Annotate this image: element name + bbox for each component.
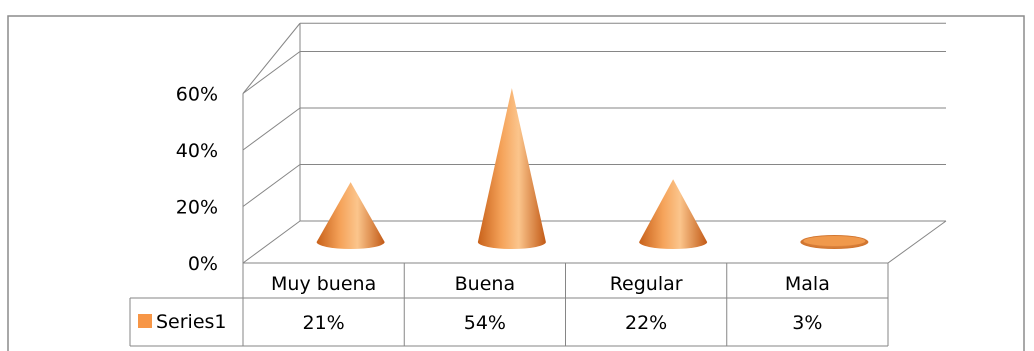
cone-mala bbox=[800, 235, 869, 249]
side-wall-line bbox=[242, 51, 301, 94]
cone-body bbox=[316, 182, 385, 250]
cone-muy-buena bbox=[316, 182, 385, 250]
cone-buena bbox=[477, 88, 546, 250]
data-table: Series1 Muy buena 21% Buena 54% Regular 22% Ma… bbox=[129, 263, 889, 347]
value-label: 3% bbox=[792, 312, 822, 334]
value-label: 21% bbox=[303, 312, 345, 334]
side-wall-line bbox=[242, 164, 301, 207]
cone-top bbox=[803, 236, 866, 246]
legend-label-series1: Series1 bbox=[156, 311, 227, 333]
y-tick-label: 40% bbox=[176, 140, 218, 162]
category-label: Muy buena bbox=[271, 273, 376, 295]
cone-regular bbox=[639, 179, 708, 250]
y-tick-label: 60% bbox=[176, 84, 218, 106]
cone-body bbox=[639, 179, 708, 250]
side-wall-line bbox=[242, 220, 301, 264]
cones bbox=[316, 88, 869, 250]
category-label: Buena bbox=[455, 273, 515, 295]
legend-swatch-series1 bbox=[138, 314, 152, 328]
floor-right-edge bbox=[887, 220, 947, 264]
y-axis-ticks: 0% 20% 40% 60% bbox=[176, 84, 218, 276]
y-tick-label: 20% bbox=[176, 197, 218, 219]
value-label: 54% bbox=[464, 312, 506, 334]
category-label: Mala bbox=[785, 273, 830, 295]
cone-body bbox=[477, 88, 546, 250]
category-label: Regular bbox=[610, 273, 683, 295]
value-label: 22% bbox=[625, 312, 667, 334]
side-wall-line bbox=[242, 107, 301, 151]
y-tick-label: 0% bbox=[188, 253, 218, 275]
side-wall-line bbox=[242, 22, 301, 94]
